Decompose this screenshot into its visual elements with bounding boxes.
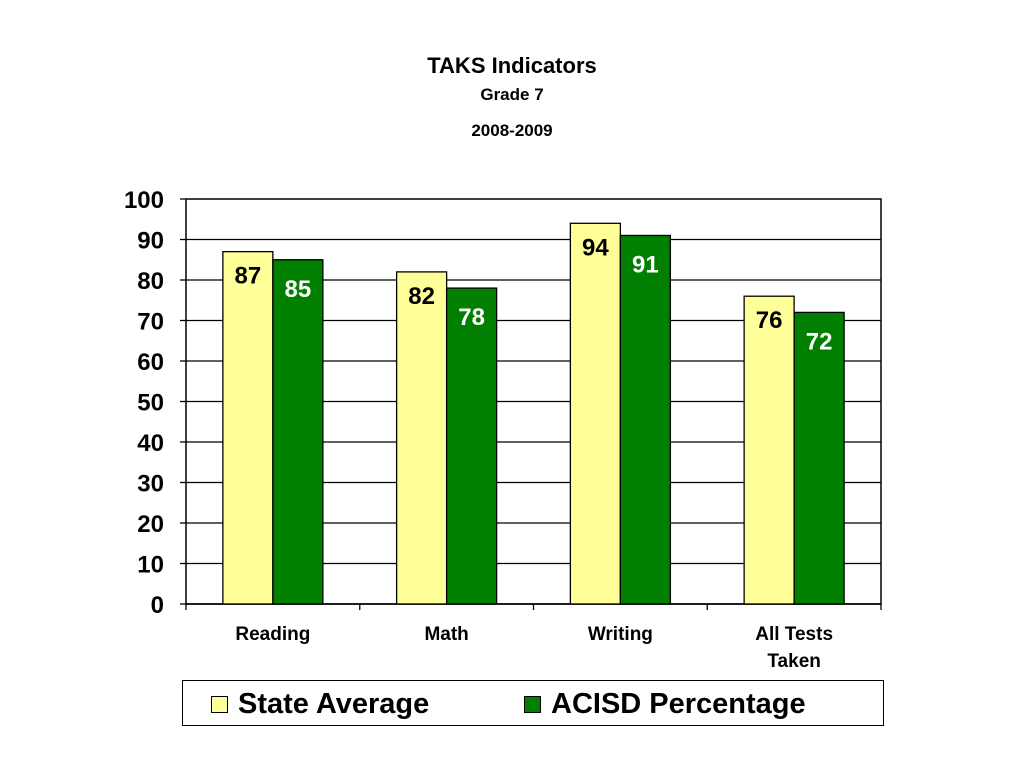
bar-value-label: 94 bbox=[582, 234, 609, 261]
bar-value-label: 76 bbox=[756, 307, 783, 334]
bar bbox=[222, 250, 274, 605]
bar bbox=[395, 271, 448, 605]
y-tick-label: 70 bbox=[137, 309, 164, 336]
chart-legend: State Average ACISD Percentage bbox=[182, 680, 884, 726]
legend-item-acisd-percentage: ACISD Percentage bbox=[524, 681, 806, 727]
x-tick-label-line: Math bbox=[424, 624, 468, 645]
x-tick-label-line: Taken bbox=[767, 651, 821, 672]
bar bbox=[619, 234, 672, 605]
x-tick-label-line: Writing bbox=[588, 624, 653, 645]
y-tick-label: 50 bbox=[137, 390, 164, 417]
x-tick-label: All Tests Taken bbox=[755, 624, 833, 672]
chart-title: TAKS Indicators bbox=[427, 53, 597, 78]
y-tick-label: 40 bbox=[137, 430, 164, 457]
bar bbox=[793, 311, 845, 605]
y-tick-label: 60 bbox=[137, 349, 164, 376]
bar bbox=[445, 287, 498, 605]
y-tick-label: 90 bbox=[137, 228, 164, 255]
y-tick-label: 0 bbox=[151, 592, 164, 619]
bar-value-label: 85 bbox=[285, 276, 312, 303]
y-tick-label: 30 bbox=[137, 471, 164, 498]
bar-value-label: 91 bbox=[632, 251, 659, 278]
y-tick-label: 80 bbox=[137, 268, 164, 295]
legend-label-state-average: State Average bbox=[238, 687, 430, 720]
y-tick-label: 10 bbox=[137, 552, 164, 579]
chart-subtitle: Grade 7 bbox=[480, 85, 544, 104]
x-tick-label: Writing bbox=[588, 624, 653, 645]
bar-chart: 0 10 20 30 40 50 60 70 80 90 100 87 85 Reading 82 78 Mat… bbox=[124, 187, 882, 672]
legend-label-acisd-percentage: ACISD Percentage bbox=[551, 687, 806, 720]
chart-period: 2008-2009 bbox=[471, 121, 553, 140]
bar bbox=[272, 259, 324, 605]
x-tick-label-line: Reading bbox=[235, 624, 310, 645]
legend-swatch-acisd-percentage bbox=[524, 695, 541, 713]
bar-value-label: 78 bbox=[458, 304, 485, 331]
x-tick-label: Math bbox=[424, 624, 468, 645]
bar-value-label: 82 bbox=[408, 283, 435, 310]
y-tick-label: 100 bbox=[124, 187, 164, 214]
x-tick-label: Reading bbox=[235, 624, 310, 645]
bar bbox=[743, 295, 795, 605]
bar bbox=[569, 222, 622, 605]
x-tick-label-line: All Tests bbox=[755, 624, 833, 645]
bar-value-label: 72 bbox=[806, 328, 833, 355]
legend-item-state-average: State Average bbox=[211, 681, 429, 727]
bar-value-label: 87 bbox=[235, 263, 262, 290]
legend-swatch-state-average bbox=[211, 695, 228, 713]
y-tick-label: 20 bbox=[137, 511, 164, 538]
